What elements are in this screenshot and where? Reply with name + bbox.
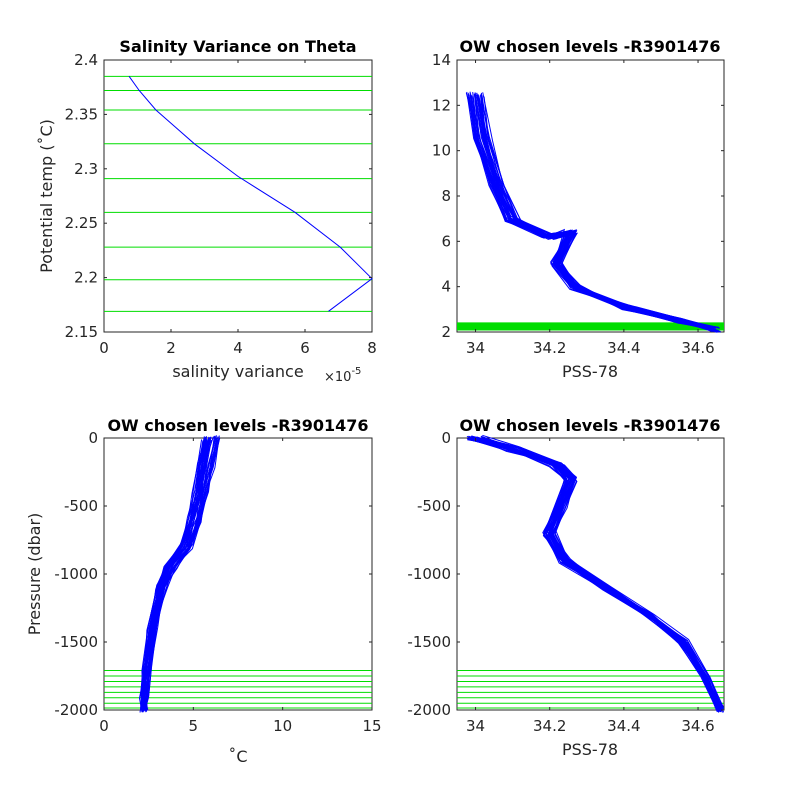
y-axis-label: Pressure (dbar) bbox=[25, 513, 44, 636]
y-tick-label: 8 bbox=[441, 187, 451, 205]
panel-salinity-variance: Salinity Variance on Theta salinity vari… bbox=[37, 37, 377, 385]
profile-line bbox=[144, 435, 216, 710]
plot-area bbox=[103, 59, 373, 333]
panel-salinity-pressure: OW chosen levels -R3901476 PSS-78 34 34.2… bbox=[407, 416, 725, 759]
profile-line bbox=[479, 437, 721, 710]
x-tick-label: 34.2 bbox=[533, 717, 566, 735]
y-tick-labels: 2 4 6 8 10 12 14 bbox=[432, 51, 724, 341]
plot-marks bbox=[104, 435, 372, 713]
x-axis-label: PSS-78 bbox=[562, 362, 618, 381]
profile-line bbox=[468, 437, 718, 711]
x-tick-label: 34.2 bbox=[533, 339, 566, 357]
x-tick-labels: 0 5 10 15 bbox=[99, 438, 382, 735]
plot-marks bbox=[457, 434, 725, 713]
x-tick-label: 4 bbox=[233, 339, 243, 357]
x-axis-label: salinity variance bbox=[172, 362, 303, 381]
y-tick-label: -2000 bbox=[407, 701, 451, 719]
x-tick-label: 34.4 bbox=[607, 339, 640, 357]
y-tick-labels: 2.15 2.2 2.25 2.3 2.35 2.4 bbox=[65, 51, 372, 341]
y-tick-label: 4 bbox=[441, 278, 451, 296]
x-axis-exponent: ×10-5 bbox=[324, 366, 361, 385]
y-tick-label: -500 bbox=[417, 497, 451, 515]
plot-marks bbox=[457, 91, 724, 333]
profile-line bbox=[481, 95, 720, 329]
y-tick-label: 10 bbox=[432, 142, 451, 160]
y-tick-label: 2.4 bbox=[74, 51, 98, 69]
y-tick-label: -1500 bbox=[407, 633, 451, 651]
y-tick-label: 14 bbox=[432, 51, 451, 69]
chart-title: Salinity Variance on Theta bbox=[119, 37, 356, 56]
profile-line bbox=[482, 92, 721, 332]
x-tick-label: 0 bbox=[99, 339, 109, 357]
chart-title: OW chosen levels -R3901476 bbox=[459, 37, 720, 56]
profile-line bbox=[467, 96, 715, 332]
x-axis-label: ˚C bbox=[228, 747, 247, 766]
x-tick-label: 2 bbox=[166, 339, 176, 357]
chart-title: OW chosen levels -R3901476 bbox=[459, 416, 720, 435]
x-tick-label: 34.6 bbox=[681, 717, 714, 735]
panel-temperature-pressure: OW chosen levels -R3901476 ˚C Pressure (… bbox=[25, 416, 382, 766]
x-tick-label: 6 bbox=[300, 339, 310, 357]
y-axis-label: Potential temp (˚C) bbox=[37, 119, 56, 273]
y-tick-label: 0 bbox=[88, 429, 98, 447]
y-tick-labels: -2000 -1500 -1000 -500 0 bbox=[54, 429, 372, 719]
y-tick-label: 2 bbox=[441, 323, 451, 341]
y-tick-label: 0 bbox=[441, 429, 451, 447]
y-tick-label: 2.25 bbox=[65, 214, 98, 232]
y-tick-label: -2000 bbox=[54, 701, 98, 719]
x-tick-labels: 34 34.2 34.4 34.6 bbox=[466, 60, 715, 357]
y-tick-label: -1500 bbox=[54, 633, 98, 651]
x-tick-label: 34.4 bbox=[607, 717, 640, 735]
y-tick-label: 2.2 bbox=[74, 269, 98, 287]
x-axis-label: PSS-78 bbox=[562, 740, 618, 759]
y-tick-label: -1000 bbox=[407, 565, 451, 583]
series-line bbox=[128, 76, 373, 312]
y-tick-label: 12 bbox=[432, 96, 451, 114]
x-tick-label: 34 bbox=[466, 717, 485, 735]
chart-title: OW chosen levels -R3901476 bbox=[107, 416, 368, 435]
x-tick-label: 34 bbox=[466, 339, 485, 357]
y-tick-label: 2.15 bbox=[65, 323, 98, 341]
y-tick-label: -1000 bbox=[54, 565, 98, 583]
y-tick-label: 6 bbox=[441, 232, 451, 250]
x-tick-label: 34.6 bbox=[681, 339, 714, 357]
profile-line bbox=[141, 439, 208, 710]
x-tick-label: 15 bbox=[362, 717, 381, 735]
x-tick-label: 8 bbox=[367, 339, 377, 357]
plot-marks bbox=[104, 75, 373, 312]
y-tick-label: 2.3 bbox=[74, 160, 98, 178]
y-tick-label: 2.35 bbox=[65, 105, 98, 123]
y-tick-label: -500 bbox=[64, 497, 98, 515]
x-tick-label: 0 bbox=[99, 717, 109, 735]
x-tick-label: 5 bbox=[189, 717, 199, 735]
y-tick-labels: -2000 -1500 -1000 -500 0 bbox=[407, 429, 724, 719]
x-tick-label: 10 bbox=[273, 717, 292, 735]
panel-theta-salinity: OW chosen levels -R3901476 PSS-78 34 34.2… bbox=[432, 37, 725, 381]
x-tick-labels: 34 34.2 34.4 34.6 bbox=[466, 438, 715, 735]
